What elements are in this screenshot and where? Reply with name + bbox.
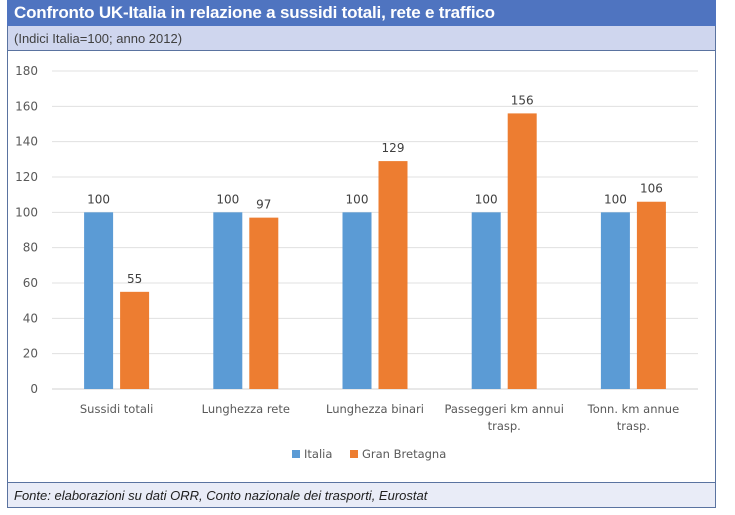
data-labels: 100 55 100 97 100 129 100 156 100 106 [87,93,663,285]
data-label: 100 [216,192,239,206]
y-tick-label: 100 [15,205,38,219]
bar-italia [471,212,501,389]
chart-subtitle: (Indici Italia=100; anno 2012) [7,26,716,51]
bar-gran-bretagna [378,161,408,389]
bar-italia [84,212,114,389]
data-label: 106 [640,182,663,196]
category-label: Passeggeri km annui [444,402,563,416]
legend-swatch [350,450,358,458]
legend-label: Gran Bretagna [362,447,446,461]
x-axis-categories: Sussidi totali Lunghezza rete Lunghezza bi… [80,402,679,433]
data-label: 97 [256,198,271,212]
data-label: 100 [346,192,369,206]
category-label: Tonn. km annue [587,402,680,416]
bar-gran-bretagna [249,217,279,389]
legend-label: Italia [304,447,332,461]
bar-gran-bretagna [507,113,537,390]
data-label: 129 [382,141,405,155]
bar-gran-bretagna [636,201,666,389]
chart-source-note: Fonte: elaborazioni su dati ORR, Conto n… [7,482,716,508]
bar-italia [213,212,243,389]
data-label: 156 [511,93,534,107]
category-label: Lunghezza binari [326,402,424,416]
data-label: 55 [127,272,142,286]
category-label: Sussidi totali [80,402,153,416]
legend: Italia Gran Bretagna [292,447,446,461]
category-label: Lunghezza rete [202,402,290,416]
legend-swatch [292,450,300,458]
data-label: 100 [475,192,498,206]
y-tick-label: 60 [23,276,38,290]
y-tick-label: 40 [23,311,38,325]
data-label: 100 [87,192,110,206]
chart-title: Confronto UK-Italia in relazione a sussi… [7,0,716,26]
bars [84,113,666,390]
y-tick-label: 20 [23,347,38,361]
gridlines [52,70,698,390]
y-tick-label: 180 [15,64,38,78]
category-label: trasp. [488,419,521,433]
y-tick-label: 160 [15,99,38,113]
bar-italia [600,212,630,389]
y-axis-ticks: 0 20 40 60 80 100 120 140 160 180 [15,64,38,396]
y-tick-label: 120 [15,170,38,184]
data-label: 100 [604,192,627,206]
y-tick-label: 0 [30,382,38,396]
y-tick-label: 140 [15,135,38,149]
bar-gran-bretagna [120,291,150,389]
category-label: trasp. [617,419,650,433]
y-tick-label: 80 [23,241,38,255]
bar-italia [342,212,372,389]
chart-frame [7,0,716,508]
